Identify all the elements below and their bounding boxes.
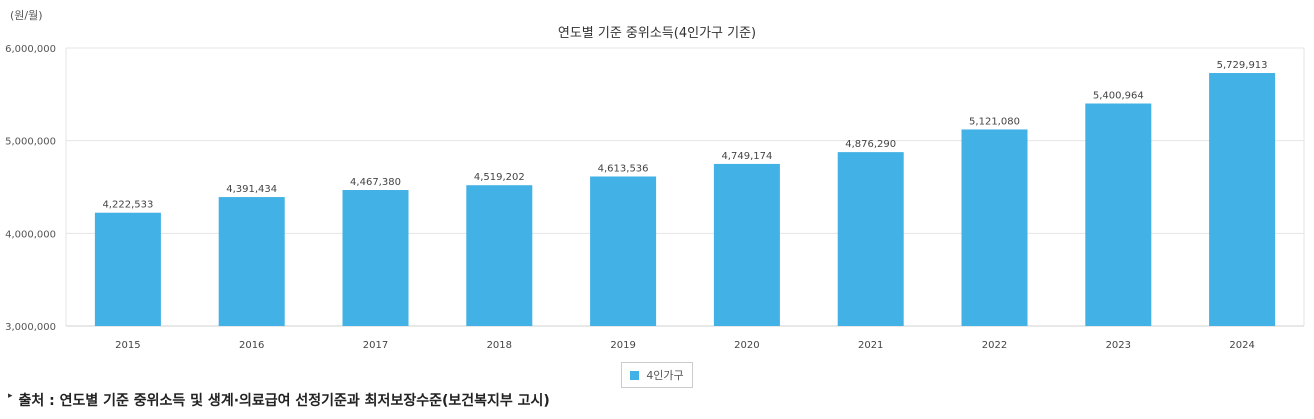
y-tick-label: 4,000,000 (5, 229, 56, 240)
x-tick-label: 2020 (734, 340, 759, 351)
y-axis-unit-label: (원/월) (10, 9, 43, 22)
x-tick-label: 2024 (1229, 340, 1254, 351)
x-tick-label: 2019 (610, 340, 635, 351)
x-tick-label: 2016 (239, 340, 264, 351)
legend-item-4-person[interactable]: 4인가구 (621, 362, 693, 388)
bar-2019 (590, 176, 657, 326)
data-label: 4,876,290 (845, 139, 896, 150)
x-tick-label: 2017 (363, 340, 388, 351)
x-tick-label: 2021 (858, 340, 883, 351)
y-tick-label: 5,000,000 (5, 137, 56, 148)
data-label: 4,391,434 (226, 184, 277, 195)
bar-2020 (713, 163, 780, 326)
x-tick-label: 2022 (982, 340, 1007, 351)
bar-2024 (1209, 73, 1276, 326)
bar-2023 (1085, 103, 1152, 326)
legend: 4인가구 (0, 362, 1314, 388)
bar-chart: 3,000,000 4,000,000 5,000,000 6,000,000 4,22… (5, 44, 1305, 351)
data-label: 5,121,080 (969, 116, 1020, 127)
bar-2018 (466, 185, 533, 326)
x-tick-label: 2015 (115, 340, 140, 351)
y-tick-label: 6,000,000 (5, 44, 56, 55)
data-label: 4,613,536 (598, 163, 649, 174)
chart-container: (원/월) 연도별 기준 중위소득(4인가구 기준) 3,000,000 4,00… (0, 9, 1314, 388)
data-label: 4,749,174 (721, 151, 772, 162)
bar-2016 (218, 197, 285, 326)
source-note: ▸ 출처 : 연도별 기준 중위소득 및 생계·의료급여 선정기준과 최저보장수… (8, 390, 550, 410)
bullet-icon: ▸ (8, 391, 13, 401)
data-label: 4,222,533 (102, 200, 153, 211)
bar-2022 (961, 129, 1028, 326)
data-label: 5,400,964 (1093, 91, 1144, 102)
source-text: 출처 : 연도별 기준 중위소득 및 생계·의료급여 선정기준과 최저보장수준(… (18, 393, 550, 409)
data-label: 4,467,380 (350, 177, 401, 188)
x-tick-label: 2018 (487, 340, 512, 351)
data-label: 4,519,202 (474, 172, 525, 183)
chart-title: 연도별 기준 중위소득(4인가구 기준) (557, 26, 757, 41)
data-label: 5,729,913 (1217, 60, 1268, 71)
bar-2021 (837, 152, 904, 326)
y-tick-label: 3,000,000 (5, 322, 56, 333)
legend-label: 4인가구 (646, 369, 684, 382)
x-tick-label: 2023 (1106, 340, 1131, 351)
bar-2017 (342, 190, 409, 326)
legend-swatch (630, 370, 640, 380)
bar-2015 (94, 212, 161, 326)
